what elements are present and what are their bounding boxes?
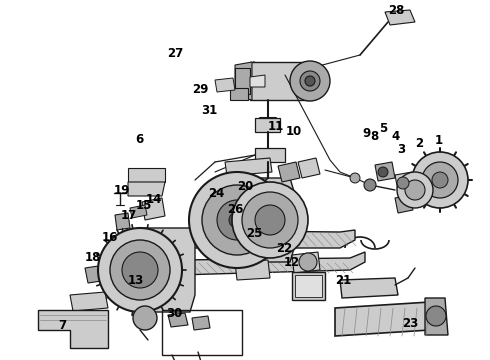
- Text: 29: 29: [192, 83, 208, 96]
- Circle shape: [242, 192, 298, 248]
- Polygon shape: [395, 172, 415, 191]
- Text: 13: 13: [128, 274, 145, 287]
- Circle shape: [232, 182, 308, 258]
- Polygon shape: [335, 302, 435, 336]
- Circle shape: [98, 228, 182, 312]
- Text: 3: 3: [397, 143, 405, 156]
- Polygon shape: [215, 215, 240, 235]
- Circle shape: [122, 252, 158, 288]
- Circle shape: [422, 162, 458, 198]
- Circle shape: [290, 61, 330, 101]
- Polygon shape: [250, 75, 265, 87]
- Polygon shape: [292, 252, 320, 273]
- Circle shape: [426, 306, 446, 326]
- Text: 20: 20: [237, 180, 253, 193]
- Polygon shape: [235, 68, 250, 94]
- Polygon shape: [340, 278, 398, 298]
- Text: 19: 19: [113, 184, 130, 197]
- Text: 30: 30: [166, 307, 182, 320]
- Text: 21: 21: [335, 274, 351, 287]
- Text: 15: 15: [135, 199, 152, 212]
- Circle shape: [202, 185, 272, 255]
- Polygon shape: [142, 198, 165, 220]
- Polygon shape: [375, 162, 395, 181]
- Bar: [162, 310, 242, 355]
- Circle shape: [217, 200, 257, 240]
- Text: 2: 2: [415, 137, 423, 150]
- Text: 7: 7: [59, 319, 67, 332]
- Polygon shape: [278, 162, 300, 182]
- Text: 16: 16: [102, 231, 119, 244]
- Polygon shape: [178, 252, 365, 275]
- Circle shape: [133, 306, 157, 330]
- Text: 26: 26: [227, 203, 244, 216]
- Polygon shape: [215, 78, 235, 92]
- Text: 24: 24: [208, 187, 225, 200]
- Polygon shape: [38, 310, 108, 348]
- Polygon shape: [155, 230, 355, 248]
- Polygon shape: [130, 205, 147, 218]
- Polygon shape: [250, 62, 310, 100]
- Circle shape: [300, 71, 320, 91]
- Polygon shape: [218, 242, 242, 261]
- Polygon shape: [425, 298, 448, 335]
- Circle shape: [350, 173, 360, 183]
- Polygon shape: [235, 260, 270, 280]
- Circle shape: [432, 172, 448, 188]
- Polygon shape: [255, 148, 285, 162]
- Polygon shape: [295, 275, 322, 297]
- Text: 22: 22: [276, 242, 293, 255]
- Polygon shape: [168, 313, 188, 327]
- Text: 5: 5: [379, 122, 387, 135]
- Circle shape: [110, 240, 170, 300]
- Text: 17: 17: [120, 209, 137, 222]
- Circle shape: [255, 205, 285, 235]
- Text: 10: 10: [286, 125, 302, 138]
- Text: 23: 23: [402, 317, 419, 330]
- Text: 27: 27: [167, 47, 184, 60]
- Polygon shape: [70, 292, 108, 311]
- Polygon shape: [385, 10, 415, 25]
- Text: 11: 11: [267, 120, 284, 132]
- Text: 6: 6: [136, 133, 144, 146]
- Text: 31: 31: [201, 104, 218, 117]
- Circle shape: [305, 76, 315, 86]
- Polygon shape: [292, 272, 325, 300]
- Text: 9: 9: [363, 127, 370, 140]
- Circle shape: [397, 177, 409, 189]
- Text: 8: 8: [371, 130, 379, 143]
- Polygon shape: [395, 195, 413, 213]
- Circle shape: [189, 172, 285, 268]
- Polygon shape: [237, 178, 295, 262]
- Circle shape: [378, 167, 388, 177]
- Circle shape: [364, 179, 376, 191]
- Circle shape: [397, 172, 433, 208]
- Polygon shape: [128, 182, 165, 196]
- Polygon shape: [298, 158, 320, 178]
- Text: 1: 1: [435, 134, 442, 147]
- Circle shape: [405, 180, 425, 200]
- Circle shape: [229, 212, 245, 228]
- Polygon shape: [255, 118, 280, 132]
- Text: 25: 25: [245, 227, 262, 240]
- Polygon shape: [140, 228, 195, 312]
- Text: 4: 4: [392, 130, 400, 143]
- Text: 12: 12: [283, 256, 300, 269]
- Polygon shape: [128, 168, 165, 182]
- Polygon shape: [235, 62, 252, 100]
- Text: 18: 18: [85, 251, 101, 264]
- Polygon shape: [85, 265, 108, 283]
- Circle shape: [299, 253, 317, 271]
- Text: 14: 14: [146, 193, 163, 206]
- Polygon shape: [225, 158, 272, 176]
- Polygon shape: [230, 88, 248, 100]
- Circle shape: [412, 152, 468, 208]
- Text: 28: 28: [388, 4, 404, 17]
- Polygon shape: [192, 316, 210, 330]
- Polygon shape: [115, 213, 130, 230]
